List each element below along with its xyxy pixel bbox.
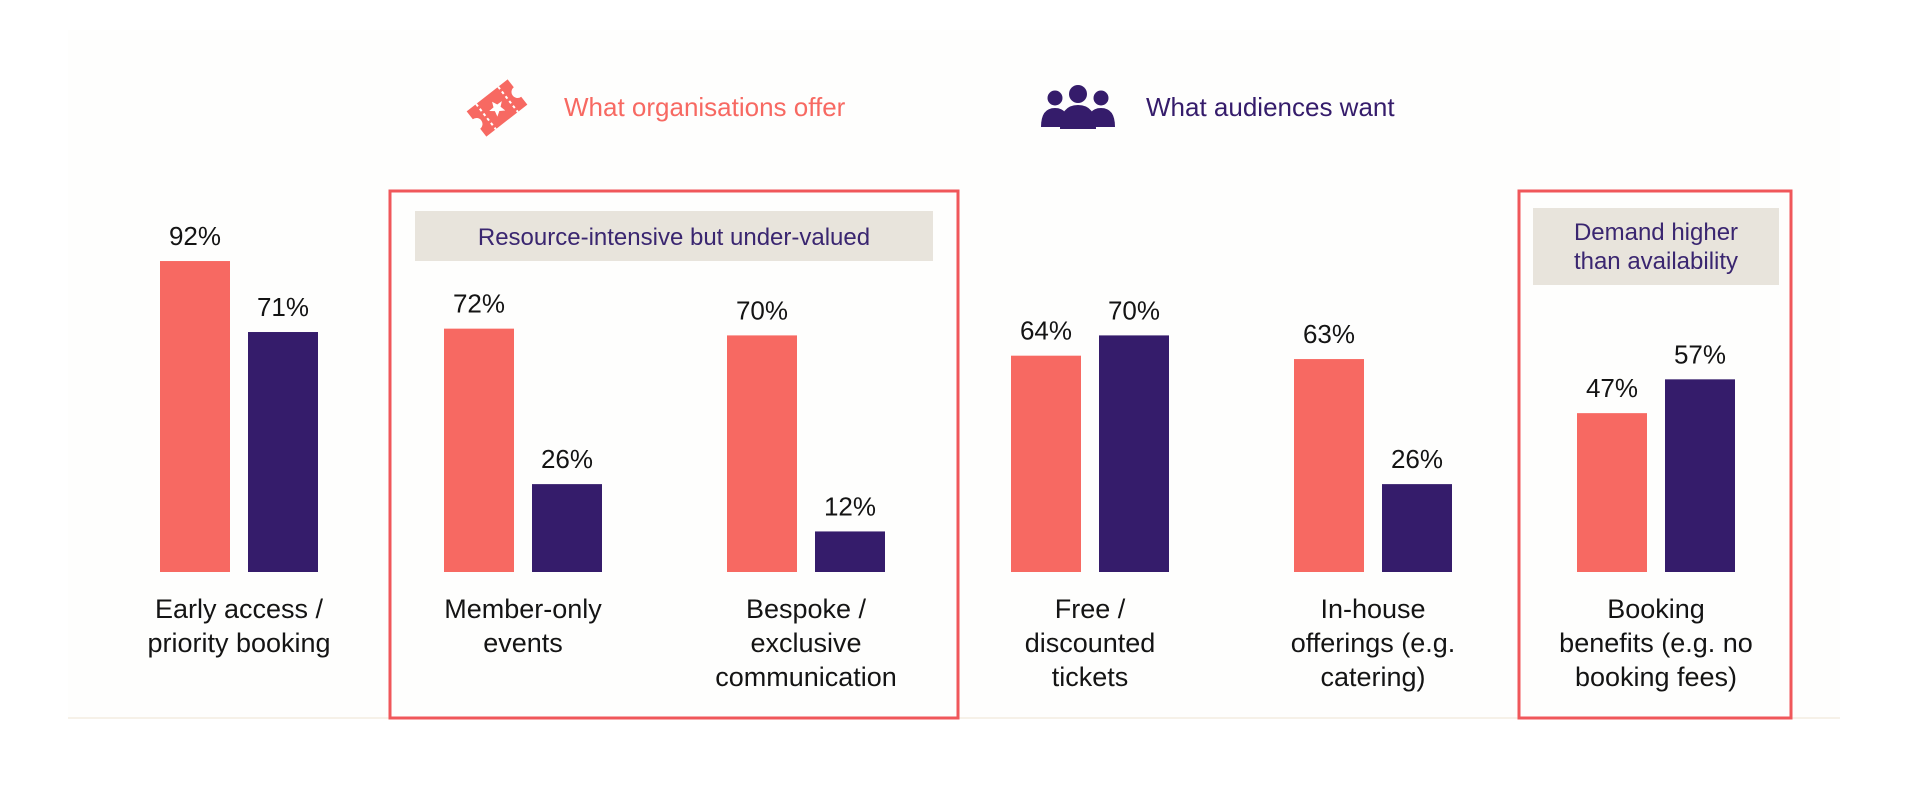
value-label-want: 71% <box>257 292 309 322</box>
value-label-want: 57% <box>1674 339 1726 369</box>
bar-want <box>532 484 602 572</box>
callout-text: Resource-intensive but under-valued <box>478 224 870 251</box>
value-label-want: 26% <box>1391 444 1443 474</box>
value-label-offer: 47% <box>1586 373 1638 403</box>
bar-want <box>815 531 885 572</box>
bar-want <box>248 332 318 572</box>
callout-badge <box>415 211 933 261</box>
bar-want <box>1099 335 1169 572</box>
highlight-boxes: Resource-intensive but under-valued Deman… <box>388 189 1793 720</box>
value-label-offer: 64% <box>1020 316 1072 346</box>
bars-layer: 92% 71% 72% 26% 70% 12% 64% 70% 63% 26% 47% 57% <box>160 221 1735 572</box>
value-label-offer: 92% <box>169 221 221 251</box>
value-label-want: 12% <box>824 491 876 521</box>
ticket-icon <box>466 79 528 137</box>
value-label-offer: 70% <box>736 295 788 325</box>
chart-panel <box>68 30 1840 718</box>
bar-offer <box>1294 359 1364 572</box>
category-label: Booking benefits (e.g. no booking fees) <box>1559 594 1753 692</box>
people-group-icon <box>1041 85 1115 129</box>
value-label-want: 70% <box>1108 295 1160 325</box>
category-label: Early access / priority booking <box>147 594 330 658</box>
value-label-offer: 63% <box>1303 319 1355 349</box>
bar-offer <box>160 261 230 572</box>
category-label: Bespoke / exclusive communication <box>715 594 897 692</box>
legend-label-want: What audiences want <box>1146 92 1395 122</box>
legend: What organisations offer What audiences … <box>466 79 1395 137</box>
legend-label-offer: What organisations offer <box>564 92 846 122</box>
category-label: Member-only events <box>444 594 602 658</box>
category-labels: Early access / priority booking Member-onl… <box>147 594 1752 692</box>
category-label: In-house offerings (e.g. catering) <box>1291 594 1456 692</box>
callout-text: Demand higher than availability <box>1574 219 1738 275</box>
highlight-box <box>1517 189 1793 720</box>
bar-offer <box>727 335 797 572</box>
callout-badge <box>1533 208 1779 285</box>
highlight-box <box>388 189 960 720</box>
bar-offer <box>1577 413 1647 572</box>
category-label: Free / discounted tickets <box>1025 594 1156 692</box>
bar-offer <box>444 328 514 572</box>
bar-want <box>1382 484 1452 572</box>
bar-want <box>1665 379 1735 572</box>
bar-offer <box>1011 355 1081 572</box>
value-label-want: 26% <box>541 444 593 474</box>
value-label-offer: 72% <box>453 289 505 319</box>
